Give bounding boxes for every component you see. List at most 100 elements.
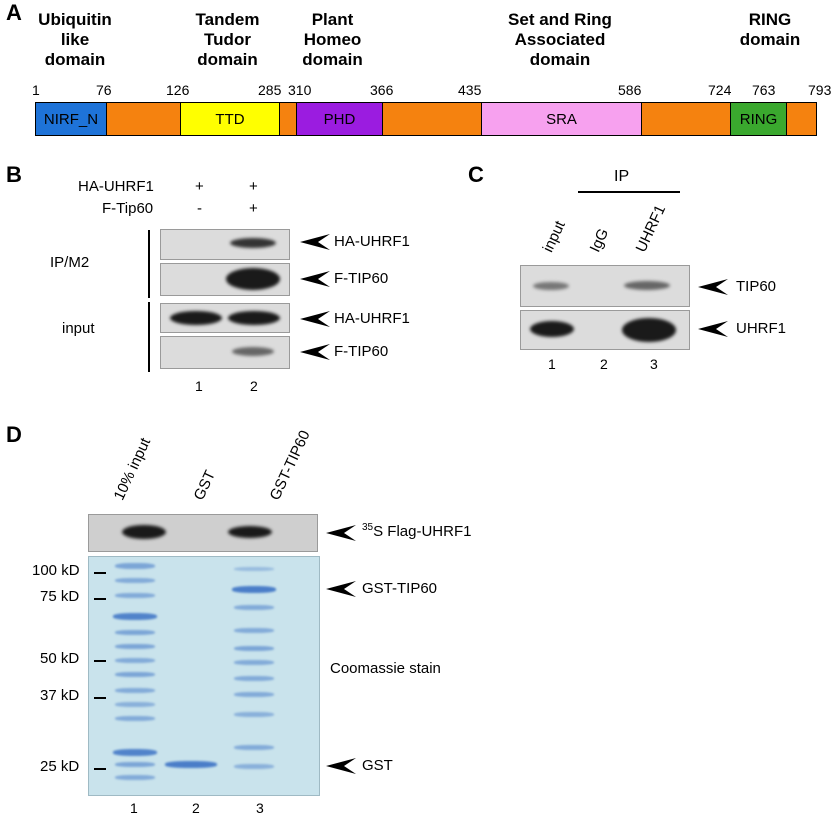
lane-number: 1 — [548, 356, 556, 372]
band-label: TIP60 — [736, 278, 777, 295]
row-label-f-tip60: F-Tip60 — [102, 200, 154, 217]
gel-band — [234, 628, 274, 633]
arrow-icon — [326, 581, 356, 597]
domain-title-line: Set and Ring — [508, 10, 612, 29]
lane-header: GST-TIP60 — [266, 427, 314, 503]
band — [170, 311, 222, 325]
band-label: F-TIP60 — [334, 270, 389, 287]
band — [122, 525, 166, 539]
ip-label: IP — [614, 168, 630, 185]
panel-d-label: D — [6, 422, 22, 447]
bracket-line — [148, 302, 150, 372]
gel-band — [234, 660, 274, 665]
domain-title-line: like — [60, 30, 90, 49]
position-number: 285 — [258, 82, 282, 98]
gel-band — [115, 672, 155, 677]
segment-linker — [280, 103, 297, 135]
marker-tick — [94, 598, 106, 600]
gel-band — [115, 644, 155, 649]
segment-ttd: TTD — [181, 103, 280, 135]
group-label-input: input — [62, 320, 95, 337]
marker-tick — [94, 572, 106, 574]
lane-number: 2 — [600, 356, 608, 372]
marker-tick — [94, 697, 106, 699]
panel-b-label: B — [6, 162, 22, 187]
gel-band — [113, 613, 157, 620]
domain-title-line: Tudor — [204, 30, 251, 49]
arrow-icon — [300, 234, 330, 250]
bracket-line — [148, 230, 150, 298]
arrow-icon — [698, 279, 728, 295]
isotope-superscript: 35 — [362, 522, 374, 533]
segment-phd: PHD — [297, 103, 383, 135]
marker-label: 37 kD — [40, 687, 80, 704]
domain-title-line: Tandem — [195, 10, 260, 29]
lane-header: GST — [190, 467, 220, 503]
gel-band-label: GST-TIP60 — [362, 580, 438, 597]
ip-bracket-line — [578, 191, 680, 193]
band — [228, 311, 280, 325]
segment-sra: SRA — [482, 103, 642, 135]
position-number: 435 — [458, 82, 482, 98]
band-label: HA-UHRF1 — [334, 310, 410, 327]
plus-sign: + — [249, 200, 258, 217]
plus-sign: + — [249, 178, 258, 195]
domain-title-tudor: Tandem Tudor domain — [180, 10, 275, 70]
marker-label: 100 kD — [32, 562, 80, 579]
band — [530, 321, 574, 337]
position-number: 366 — [370, 82, 394, 98]
domain-title-line: domain — [739, 30, 801, 49]
gel-band — [115, 593, 155, 598]
lane-header: UHRF1 — [632, 202, 670, 255]
gel-band — [115, 762, 155, 767]
domain-title-line: domain — [302, 50, 363, 69]
gel-band — [115, 658, 155, 663]
position-number: 1 — [32, 82, 40, 98]
domain-title-line: Plant — [311, 10, 354, 29]
gel-band — [234, 692, 274, 697]
position-number: 763 — [752, 82, 776, 98]
gel-band — [115, 716, 155, 721]
lane-number: 2 — [250, 378, 258, 394]
lane-number: 1 — [195, 378, 203, 394]
gel-band — [115, 775, 155, 780]
position-number: 126 — [166, 82, 190, 98]
domain-title-line: Ubiquitin — [38, 10, 112, 29]
domain-bar: NIRF_N TTD PHD SRA RING — [35, 102, 817, 136]
gel-band — [234, 712, 274, 717]
domain-title-line: RING — [748, 10, 792, 29]
row-label-ha-uhrf1: HA-UHRF1 — [78, 178, 154, 195]
arrow-icon — [300, 344, 330, 360]
gel-band — [115, 630, 155, 635]
gel-band — [113, 749, 157, 756]
domain-title-ubiquitin: Ubiquitin like domain — [30, 10, 120, 70]
band — [232, 347, 274, 356]
panel-c-label: C — [468, 162, 484, 187]
lane-header: 10% input — [110, 435, 155, 503]
lane-number: 2 — [192, 800, 200, 816]
gel-band — [234, 676, 274, 681]
marker-label: 75 kD — [40, 588, 80, 605]
gel-band — [165, 761, 217, 768]
gel-band — [232, 586, 276, 593]
marker-tick — [94, 768, 106, 770]
marker-label: 50 kD — [40, 650, 80, 667]
domain-title-sra: Set and Ring Associated domain — [500, 10, 620, 70]
segment-nirf-n: NIRF_N — [36, 103, 107, 135]
minus-sign: - — [197, 200, 202, 217]
position-number: 310 — [288, 82, 312, 98]
gel-band — [115, 688, 155, 693]
arrow-icon — [698, 321, 728, 337]
band — [533, 282, 569, 290]
gel-band-label: GST — [362, 757, 393, 774]
position-number: 76 — [96, 82, 112, 98]
gel-band — [234, 605, 274, 610]
plus-sign: + — [195, 178, 204, 195]
position-number: 586 — [618, 82, 642, 98]
panel-a-label: A — [6, 0, 22, 25]
domain-title-line: Homeo — [303, 30, 362, 49]
segment-linker — [787, 103, 816, 135]
segment-ring: RING — [731, 103, 787, 135]
gel-band — [115, 702, 155, 707]
domain-title-line: domain — [529, 50, 591, 69]
